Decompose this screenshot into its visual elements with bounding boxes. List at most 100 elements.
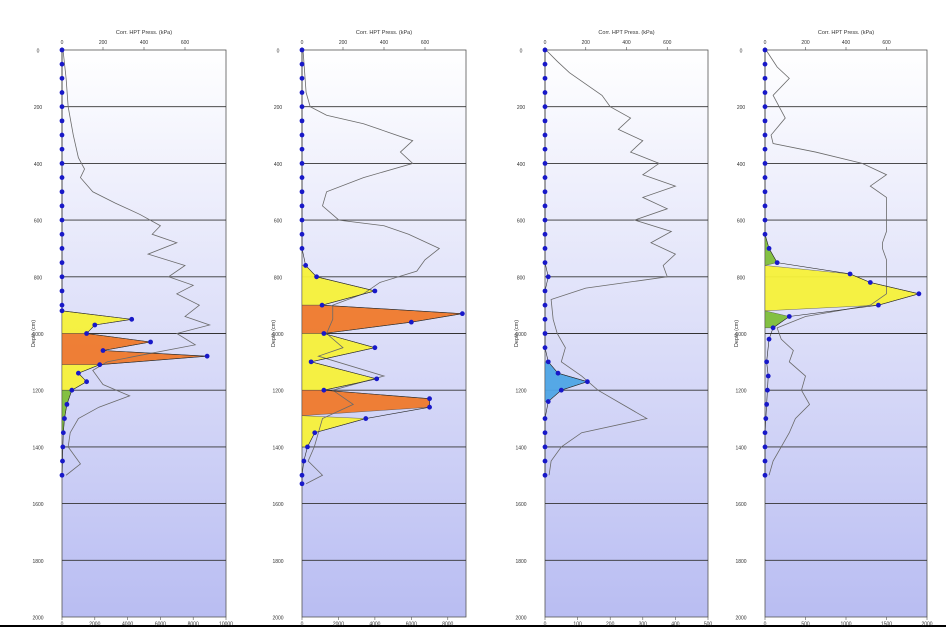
y-tick-label: 1800 — [272, 559, 283, 565]
y-tick-label: 1000 — [735, 332, 746, 338]
y-tick-label: 1400 — [32, 445, 43, 451]
data-point — [542, 331, 548, 336]
y-tick-label: 600 — [34, 219, 43, 225]
data-point — [763, 416, 769, 421]
y-tick-label: 2000 — [32, 616, 43, 622]
top-tick-label: 200 — [801, 40, 810, 46]
data-point — [59, 217, 65, 223]
data-point — [762, 61, 768, 67]
hpt-pressure-trace — [302, 49, 441, 485]
data-point — [59, 246, 65, 251]
data-point — [60, 444, 66, 450]
bottom-tick-label: 10000 — [219, 622, 233, 628]
data-point — [762, 217, 768, 223]
data-point — [204, 353, 210, 359]
y-tick-label: 1000 — [515, 332, 526, 338]
y-tick-label: 200 — [737, 105, 746, 111]
data-point — [59, 47, 65, 53]
top-axis-label: Corr. HPT Press. (kPa) — [356, 30, 412, 36]
data-point — [59, 132, 65, 138]
data-point — [774, 260, 780, 266]
bottom-tick-label: 0 — [61, 622, 64, 628]
data-point — [762, 175, 768, 180]
bottom-tick-label: 6000 — [155, 622, 166, 628]
data-point — [59, 118, 65, 124]
bottom-tick-label: 400 — [671, 622, 680, 628]
y-tick-label: 800 — [274, 275, 283, 281]
data-point — [314, 274, 319, 280]
data-point — [59, 308, 65, 314]
y-tick-label: 1800 — [32, 559, 43, 565]
data-point — [59, 288, 65, 294]
data-point — [69, 387, 75, 393]
bottom-tick-label: 4000 — [122, 622, 133, 628]
data-point — [542, 203, 548, 209]
data-point — [542, 146, 548, 152]
bottom-tick-label: 2000 — [333, 622, 344, 628]
data-point — [847, 271, 853, 277]
y-tick-label: 1400 — [735, 445, 746, 451]
data-point — [764, 401, 770, 407]
top-tick-label: 0 — [61, 40, 64, 46]
y-tick-label: 1000 — [272, 332, 283, 338]
data-point — [299, 231, 305, 237]
data-point — [321, 331, 327, 336]
data-point — [542, 444, 548, 450]
data-point — [59, 90, 65, 95]
data-point — [542, 260, 548, 266]
top-tick-label: 400 — [622, 40, 631, 46]
data-point — [299, 246, 305, 251]
data-point — [542, 132, 548, 138]
data-point — [542, 75, 548, 81]
data-point — [545, 399, 551, 404]
top-tick-label: 200 — [99, 40, 108, 46]
y-axis-label: Depth (cm) — [271, 320, 277, 347]
hpt-pressure-trace — [545, 49, 677, 476]
bottom-tick-label: 300 — [639, 622, 648, 628]
bottom-tick-label: 1500 — [881, 622, 892, 628]
data-point — [762, 472, 768, 478]
data-point — [299, 217, 305, 223]
y-tick-label: 0 — [740, 49, 743, 55]
y-tick-label: 1600 — [32, 502, 43, 508]
data-point — [762, 118, 768, 124]
data-point — [542, 104, 548, 110]
hpt-pressure-trace — [765, 49, 888, 476]
data-point — [762, 458, 768, 464]
y-tick-label: 0 — [520, 49, 523, 55]
data-point — [916, 291, 922, 297]
data-point — [762, 203, 768, 209]
data-point — [762, 132, 768, 138]
data-point — [92, 322, 98, 328]
data-point — [59, 260, 65, 266]
bottom-tick-label: 0 — [764, 622, 767, 628]
y-tick-label: 600 — [737, 219, 746, 225]
data-point — [299, 161, 305, 166]
data-point — [299, 61, 305, 67]
data-point — [584, 379, 590, 385]
data-point — [59, 231, 65, 237]
y-tick-label: 800 — [34, 275, 43, 281]
y-axis-label: Depth (cm) — [514, 320, 520, 347]
data-point — [363, 416, 369, 421]
y-tick-label: 1000 — [32, 332, 43, 338]
y-tick-label: 800 — [737, 275, 746, 281]
data-point — [299, 118, 305, 124]
data-point — [299, 104, 305, 110]
data-point — [762, 430, 768, 436]
bottom-tick-label: 2000 — [921, 622, 932, 628]
y-tick-label: 200 — [34, 105, 43, 111]
data-point — [129, 316, 135, 322]
data-point — [459, 311, 465, 317]
y-tick-label: 1200 — [32, 389, 43, 395]
y-tick-label: 1400 — [515, 445, 526, 451]
data-point — [762, 90, 768, 95]
y-tick-label: 1400 — [272, 445, 283, 451]
top-tick-label: 200 — [582, 40, 591, 46]
top-tick-label: 0 — [544, 40, 547, 46]
data-point — [76, 370, 81, 376]
y-tick-label: 0 — [277, 49, 280, 55]
data-point — [84, 379, 89, 385]
data-point — [299, 90, 305, 95]
data-point — [770, 325, 776, 331]
